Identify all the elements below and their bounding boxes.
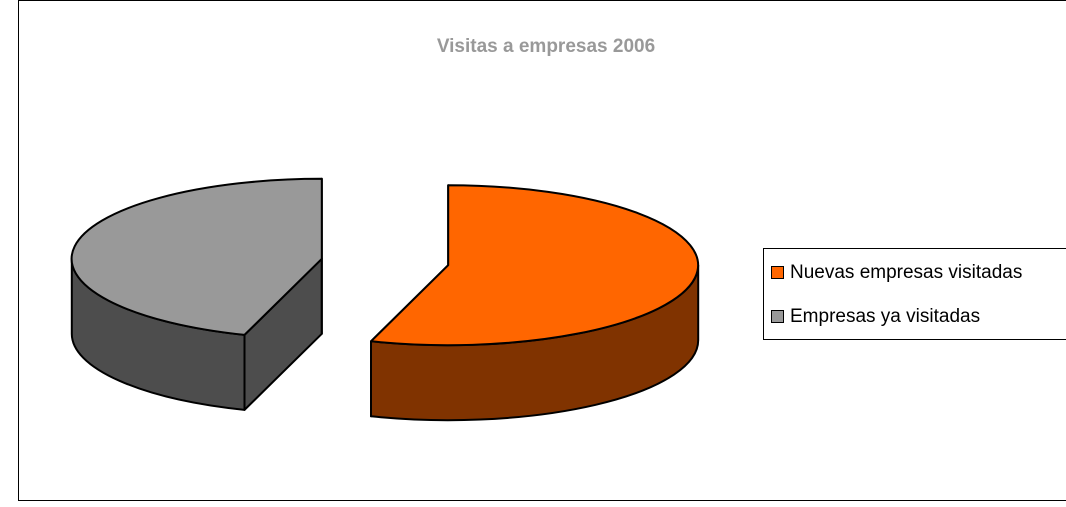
legend-label: Empresas ya visitadas bbox=[790, 306, 980, 327]
chart-title: Visitas a empresas 2006 bbox=[437, 36, 655, 57]
legend-swatch bbox=[772, 311, 784, 323]
legend-label: Nuevas empresas visitadas bbox=[790, 262, 1022, 283]
legend-swatch bbox=[772, 267, 784, 279]
